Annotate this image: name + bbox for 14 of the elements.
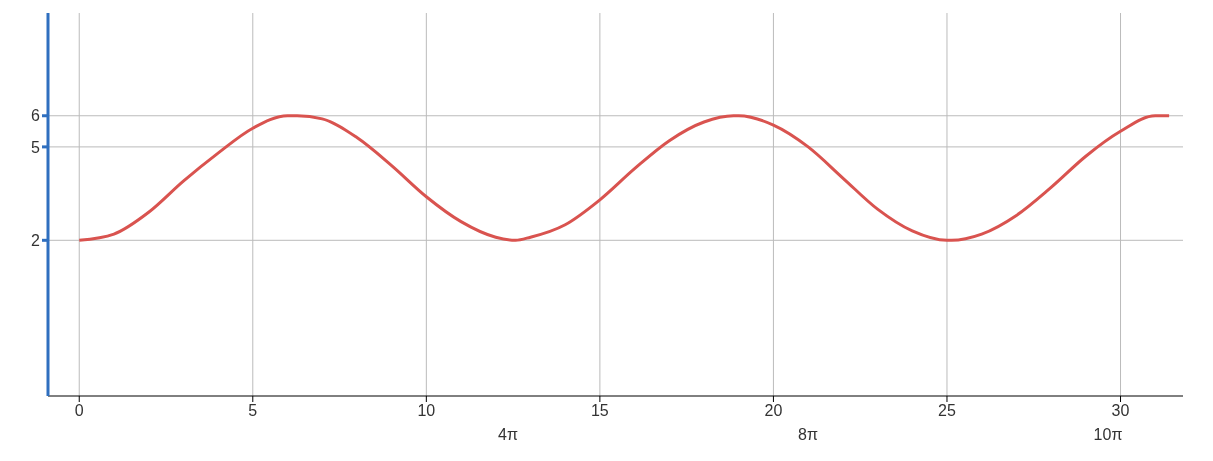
- x-tick-label: 30: [1111, 402, 1130, 419]
- x-tick-label: 20: [764, 402, 783, 419]
- line-series: [77, 114, 1171, 242]
- text: 10π: [1093, 426, 1123, 443]
- y-tick-label: 2: [31, 231, 41, 249]
- text: 8π: [798, 426, 818, 443]
- x-tick-label: 10: [417, 402, 436, 419]
- y-tick-label: 5: [31, 138, 41, 156]
- x-tick-label: 5: [248, 402, 258, 419]
- x-tick-label: 15: [590, 402, 609, 419]
- text: 4π: [498, 426, 518, 443]
- x-tick-label: 25: [938, 402, 956, 419]
- x-tick-label: 0: [74, 402, 84, 419]
- y-tick-label: 6: [31, 107, 41, 125]
